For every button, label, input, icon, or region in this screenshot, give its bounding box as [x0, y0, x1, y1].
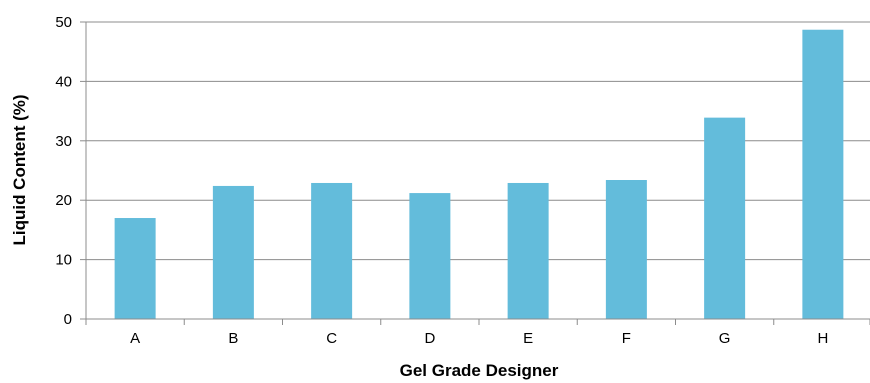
x-tick-label: D [424, 330, 435, 347]
x-tick-label: A [130, 330, 140, 347]
x-axis-title: Gel Grade Designer [400, 361, 559, 380]
y-tick-labels: 0 10 20 30 40 50 [55, 14, 72, 328]
x-tick-label: G [719, 330, 731, 347]
bar [605, 180, 647, 319]
x-tick-label: C [326, 330, 337, 347]
bar [114, 218, 156, 319]
y-tick-label: 40 [55, 73, 72, 90]
bar [802, 29, 844, 320]
axes [80, 21, 870, 325]
bars [114, 29, 844, 320]
x-tick-labels: A B C D E F G H [130, 330, 828, 347]
y-tick-label: 50 [55, 14, 72, 31]
y-tick-label: 30 [55, 133, 72, 150]
bar [311, 182, 353, 319]
bar [409, 193, 451, 319]
gridlines [86, 21, 870, 261]
bar [704, 117, 746, 319]
x-tick-label: H [817, 330, 828, 347]
y-tick-label: 0 [64, 311, 72, 328]
y-tick-label: 20 [55, 192, 72, 209]
y-tick-label: 10 [55, 252, 72, 269]
y-axis-title: Liquid Content (%) [10, 94, 29, 245]
x-tick-label: F [622, 330, 631, 347]
x-tick-label: B [228, 330, 238, 347]
bar [507, 182, 549, 319]
x-tick-label: E [523, 330, 533, 347]
bar [212, 185, 254, 319]
